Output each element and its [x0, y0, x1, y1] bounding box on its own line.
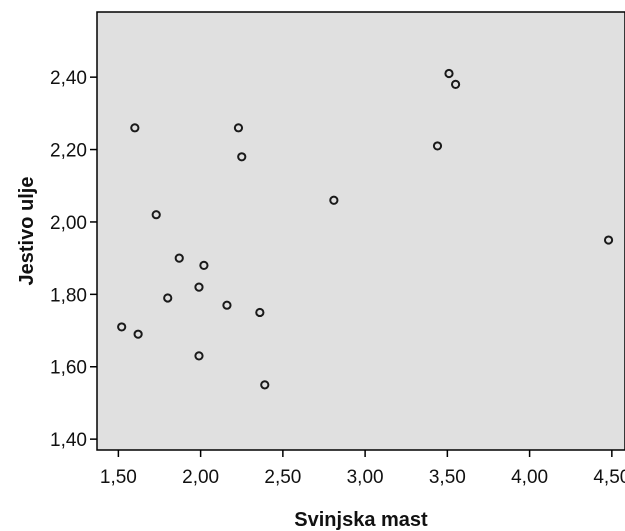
x-axis-title: Svinjska mast [294, 509, 428, 531]
scatter-point [194, 282, 204, 292]
scatter-point [237, 152, 247, 162]
x-tick-label: 3,50 [429, 467, 466, 488]
scatter-point [174, 253, 184, 263]
y-tick-label: 2,40 [50, 68, 87, 89]
x-tick-label: 2,50 [264, 467, 301, 488]
scatter-point [329, 195, 339, 205]
scatter-point [450, 79, 461, 89]
scatter-point [444, 68, 454, 79]
y-tick-label: 1,60 [50, 358, 87, 379]
scatter-point [603, 235, 614, 245]
scatter-point [199, 260, 209, 270]
scatter-point [260, 380, 270, 390]
scatter-point [233, 123, 244, 133]
x-axis-ticks: 1,50 2,00 2,50 3,00 3,50 4,00 4,50 [100, 450, 625, 488]
scatter-point [222, 300, 232, 310]
x-tick-label: 3,00 [347, 467, 384, 488]
x-tick-label: 4,50 [593, 467, 625, 488]
plot-area [96, 11, 625, 451]
scatter-point [117, 322, 127, 332]
scatter-point [130, 123, 140, 133]
y-axis-title: Jestivo ulje [16, 177, 38, 286]
scatter-point [432, 141, 443, 151]
y-tick-label: 2,20 [50, 141, 87, 162]
x-tick-label: 4,00 [511, 467, 548, 488]
y-tick-label: 1,40 [50, 430, 87, 451]
scatter-point [194, 351, 204, 361]
x-tick-label: 2,00 [182, 467, 219, 488]
y-tick-label: 2,00 [50, 213, 87, 234]
y-axis-ticks: 1,40 1,60 1,80 2,00 2,20 2,40 [50, 68, 97, 451]
scatter-point [133, 329, 143, 339]
data-points [117, 68, 614, 390]
scatter-point [151, 210, 161, 220]
scatter-point [163, 293, 173, 303]
y-tick-label: 1,80 [50, 285, 87, 306]
scatter-point [255, 307, 265, 318]
x-tick-label: 1,50 [100, 467, 137, 488]
